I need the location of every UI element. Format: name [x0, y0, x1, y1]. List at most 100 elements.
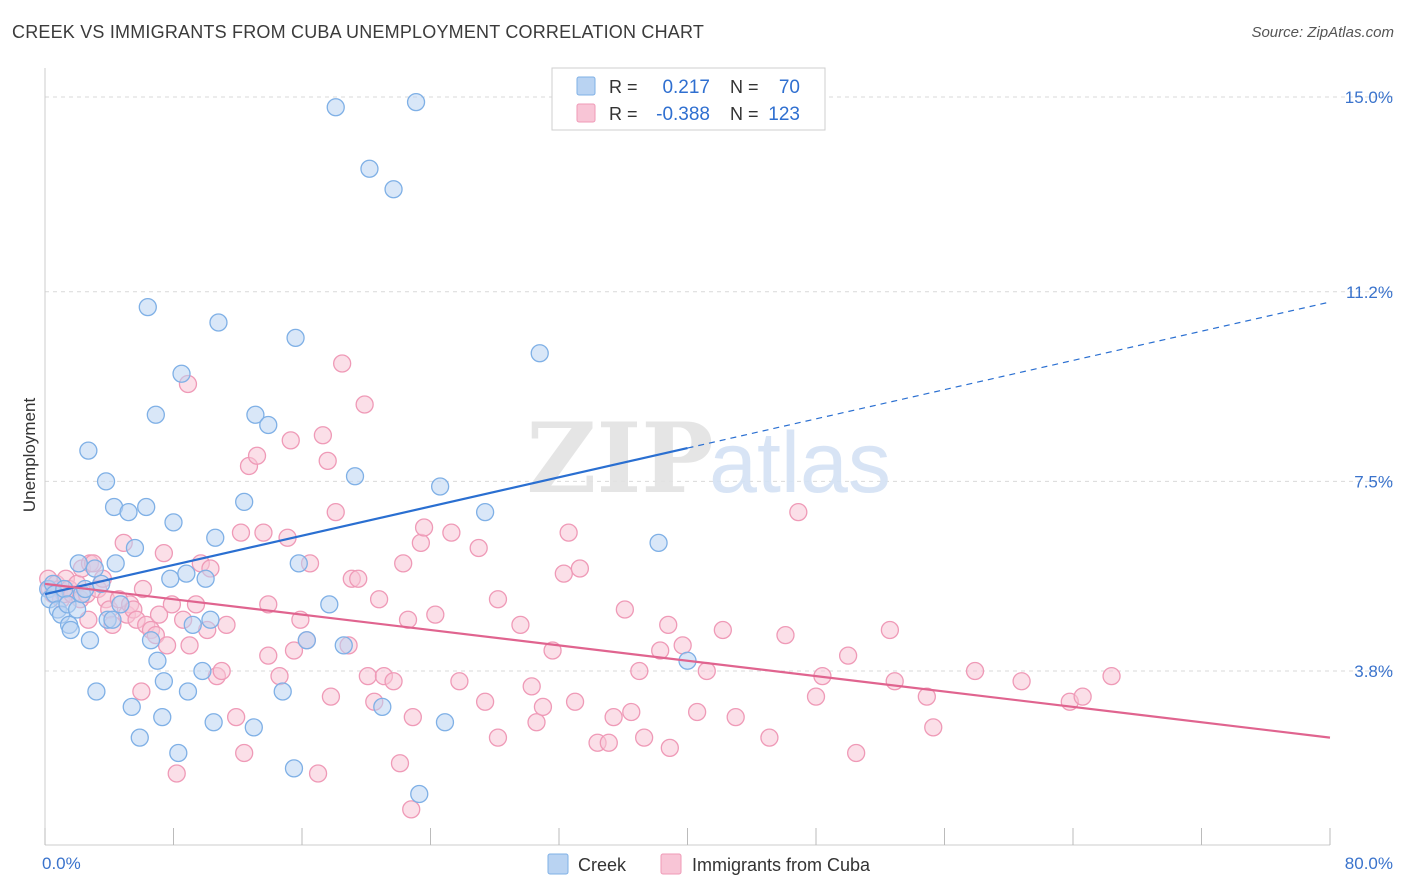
cuba-point-84 [414, 518, 434, 537]
cuba-point-83 [411, 533, 431, 553]
creek-point-52 [259, 415, 278, 435]
cuba-point-113 [697, 661, 716, 681]
cuba-point-131 [1102, 666, 1121, 686]
creek-point-15 [80, 631, 100, 650]
cuba-point-96 [543, 641, 562, 660]
cuba-point-28 [132, 682, 151, 701]
cuba-point-34 [154, 543, 174, 563]
legend-swatch-cuba [576, 103, 596, 123]
cuba-point-117 [776, 625, 795, 645]
cuba-point-99 [565, 692, 585, 711]
axes [44, 68, 1331, 846]
cuba-point-127 [965, 661, 985, 681]
cuba-point-33 [149, 605, 169, 624]
creek-point-45 [201, 610, 220, 629]
creek-point-36 [161, 569, 180, 588]
creek-point-48 [209, 313, 228, 332]
cuba-point-68 [333, 354, 352, 373]
cuba-point-52 [247, 446, 267, 465]
cuba-point-128 [1012, 672, 1031, 691]
y-tick-label-2: 11.2% [1346, 283, 1393, 302]
cuba-point-108 [651, 641, 670, 660]
trendlines [44, 301, 1331, 739]
legend-r-label-creek: R = [609, 77, 638, 97]
creek-point-11 [69, 554, 88, 573]
cuba-point-40 [180, 636, 199, 655]
cuba-point-106 [630, 661, 649, 681]
cuba-point-126 [924, 718, 943, 737]
cuba-point-47 [217, 615, 236, 635]
cuba-point-14 [79, 610, 98, 629]
watermark-zip: ZIP [526, 402, 713, 515]
creek-point-33 [148, 651, 167, 670]
cuba-point-73 [358, 666, 378, 686]
cuba-point-95 [533, 697, 553, 717]
creek-point-57 [297, 631, 316, 650]
chart-title: CREEK VS IMMIGRANTS FROM CUBA UNEMPLOYME… [12, 22, 705, 42]
creek-point-63 [373, 697, 392, 717]
creek-point-69 [475, 502, 495, 522]
y-tick-labels: 3.8% 7.5% 11.2% 15.0% [1345, 88, 1393, 681]
cuba-point-79 [394, 554, 413, 573]
creek-point-38 [169, 743, 188, 763]
cuba-point-118 [789, 502, 808, 522]
legend-n-label-cuba: N = [730, 104, 759, 124]
cuba-point-109 [659, 615, 678, 635]
creek-point-16 [85, 559, 104, 578]
cuba-point-121 [838, 646, 858, 665]
creek-point-61 [345, 467, 365, 486]
creek-point-39 [172, 364, 191, 383]
creek-point-21 [103, 610, 122, 629]
cuba-point-105 [622, 702, 641, 722]
cuba-point-35 [157, 636, 177, 655]
creek-point-23 [106, 554, 125, 573]
gridlines [45, 96, 1395, 672]
legend-r-label-cuba: R = [609, 104, 638, 124]
cuba-point-123 [880, 620, 900, 640]
creek-point-25 [119, 502, 138, 522]
cuba-point-93 [522, 677, 541, 696]
bottom-legend: Creek Immigrants from Cuba [547, 853, 871, 875]
legend-n-value-cuba: 123 [768, 104, 800, 125]
cuba-point-91 [488, 728, 508, 747]
watermark-atlas: atlas [709, 415, 891, 511]
creek-points [39, 92, 697, 804]
legend-swatch-creek [576, 76, 596, 96]
cuba-point-56 [270, 666, 289, 686]
cuba-point-67 [326, 502, 345, 522]
cuba-point-66 [321, 687, 341, 706]
creek-point-44 [196, 569, 215, 588]
cuba-point-111 [673, 636, 692, 655]
y-tick-label-3: 15.0% [1345, 88, 1393, 107]
bottom-legend-swatch-creek [547, 853, 569, 875]
watermark: ZIP atlas [526, 402, 890, 515]
creek-point-29 [137, 497, 156, 517]
legend-r-value-creek: 0.217 [662, 77, 710, 98]
cuba-point-110 [660, 738, 679, 758]
creek-point-64 [384, 180, 403, 199]
creek-point-19 [96, 472, 116, 491]
creek-point-28 [130, 728, 149, 747]
creek-point-27 [125, 538, 145, 558]
cuba-point-112 [687, 702, 707, 722]
cuba-point-29 [133, 579, 153, 599]
cuba-point-107 [634, 728, 654, 747]
y-axis-label: Unemployment [20, 398, 39, 513]
creek-point-10 [67, 600, 87, 619]
cuba-point-63 [308, 764, 328, 783]
creek-point-53 [273, 682, 292, 701]
creek-point-62 [360, 159, 379, 178]
bottom-legend-cuba: Immigrants from Cuba [692, 855, 871, 875]
cuba-point-78 [390, 754, 410, 773]
creek-point-14 [79, 441, 98, 460]
cuba-point-130 [1073, 687, 1092, 706]
cuba-point-122 [847, 743, 866, 763]
cuba-point-125 [917, 687, 936, 706]
creek-trendline [44, 446, 688, 596]
cuba-point-104 [615, 600, 635, 619]
legend-r-value-cuba: -0.388 [656, 104, 710, 125]
cuba-point-103 [604, 707, 623, 727]
creek-point-24 [111, 595, 130, 614]
cuba-point-46 [212, 661, 231, 681]
